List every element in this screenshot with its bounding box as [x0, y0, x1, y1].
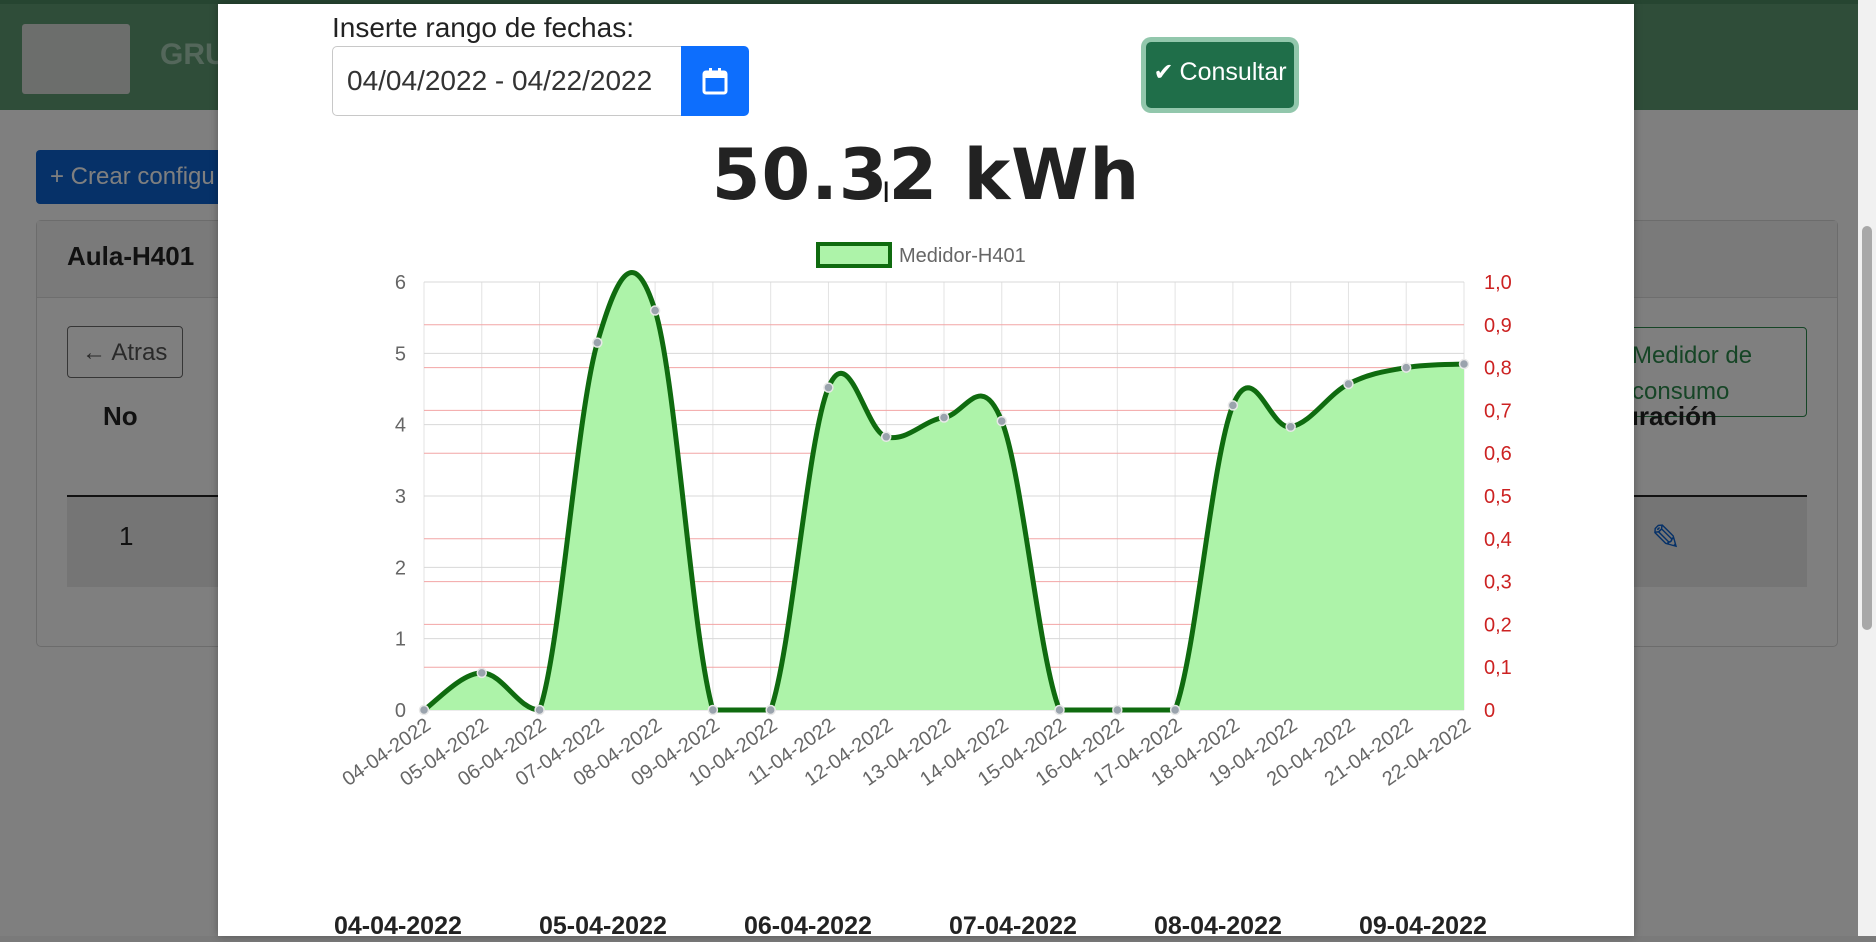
data-point	[592, 337, 603, 348]
data-point	[765, 704, 776, 716]
data-point	[1285, 421, 1296, 433]
data-point	[880, 431, 892, 443]
y-tick-label: 3	[395, 486, 406, 508]
data-point	[649, 305, 661, 316]
legend-swatch	[816, 242, 892, 268]
bottom-date-header: 05-04-2022	[539, 912, 667, 940]
bottom-date-header: 04-04-2022	[334, 912, 462, 940]
y-tick-label: 1	[395, 629, 406, 651]
calendar-button[interactable]	[681, 46, 749, 116]
data-point	[1227, 400, 1239, 411]
y2-tick-label: 0,9	[1484, 315, 1512, 337]
bottom-date-header: 09-04-2022	[1359, 912, 1487, 940]
y2-tick-label: 1,0	[1484, 272, 1512, 294]
legend-label: Medidor-H401	[899, 245, 1026, 267]
consumption-chart: 012345600,10,20,30,40,50,60,70,80,91,004…	[338, 242, 1512, 791]
bottom-date-header: 06-04-2022	[744, 912, 872, 940]
data-point	[996, 415, 1008, 427]
date-range-input[interactable]: 04/04/2022 - 04/22/2022	[332, 46, 684, 116]
y-tick-label: 4	[395, 415, 406, 437]
bottom-date-headers: 04-04-2022 05-04-2022 06-04-2022 07-04-2022…	[334, 912, 1534, 942]
total-consumption: 50.32 kWh	[711, 134, 1141, 216]
data-point	[707, 704, 719, 716]
data-point	[1054, 704, 1065, 716]
consumption-modal: Inserte rango de fechas: 04/04/2022 - 04…	[218, 4, 1634, 940]
bottom-date-header: 08-04-2022	[1154, 912, 1282, 940]
data-point	[1400, 362, 1412, 373]
text-cursor-icon: I	[882, 176, 891, 209]
data-point	[418, 704, 430, 716]
y2-tick-label: 0,8	[1484, 358, 1512, 380]
y2-tick-label: 0,5	[1484, 486, 1512, 508]
data-point	[1112, 704, 1123, 716]
data-point	[1169, 704, 1181, 716]
y2-tick-label: 0,3	[1484, 572, 1512, 594]
y-tick-label: 5	[395, 343, 406, 365]
y2-tick-label: 0,7	[1484, 400, 1512, 422]
y2-tick-label: 0,1	[1484, 657, 1512, 679]
calendar-icon	[702, 68, 728, 95]
data-point	[1343, 378, 1354, 390]
bottom-date-header: 07-04-2022	[949, 912, 1077, 940]
consult-label: Consultar	[1179, 58, 1287, 86]
check-icon: ✔	[1153, 59, 1174, 86]
y2-tick-label: 0,4	[1484, 529, 1512, 551]
scrollbar[interactable]	[1858, 0, 1876, 936]
y-tick-label: 0	[395, 700, 406, 722]
consult-button[interactable]: ✔ Consultar	[1146, 42, 1294, 108]
data-point	[476, 667, 488, 679]
data-point	[1458, 358, 1470, 370]
y-tick-label: 6	[395, 272, 406, 294]
y2-tick-label: 0,6	[1484, 443, 1512, 465]
date-range-label: Inserte rango de fechas:	[332, 12, 634, 43]
y-tick-label: 2	[395, 557, 406, 579]
data-point	[534, 704, 545, 716]
scrollbar-thumb[interactable]	[1862, 226, 1872, 630]
data-point	[938, 412, 950, 423]
y2-tick-label: 0,2	[1484, 614, 1512, 636]
y2-tick-label: 0	[1484, 700, 1495, 722]
data-point	[823, 382, 834, 393]
series-area-fill	[424, 272, 1464, 710]
